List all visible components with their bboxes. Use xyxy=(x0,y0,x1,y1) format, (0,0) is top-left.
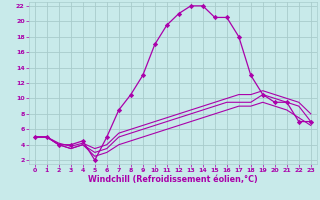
X-axis label: Windchill (Refroidissement éolien,°C): Windchill (Refroidissement éolien,°C) xyxy=(88,175,258,184)
